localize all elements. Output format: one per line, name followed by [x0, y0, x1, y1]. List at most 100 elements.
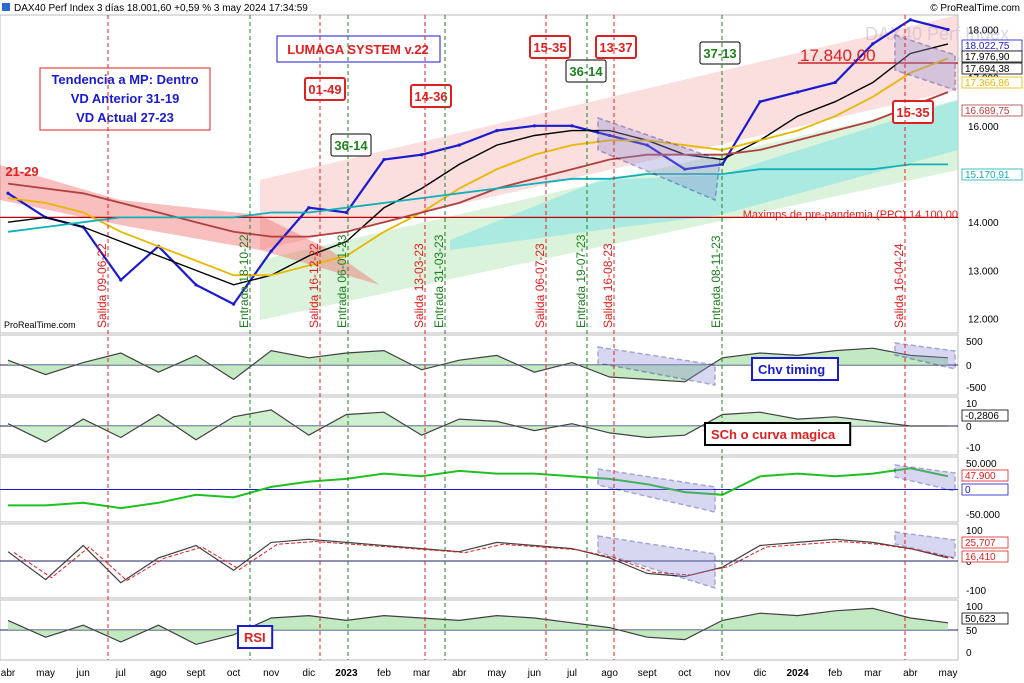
x-tick-label: abr — [452, 668, 467, 679]
panel-tag: 16,410 — [965, 552, 996, 563]
panel-tag: 50,623 — [965, 614, 996, 625]
cloud-area — [450, 100, 958, 250]
x-tick-label: 2024 — [786, 668, 809, 679]
axes: 18.00017.00016.00015.00014.00013.00012.0… — [1, 25, 1023, 679]
overlay-labels: LUMAGA SYSTEM v.22 Tendencia a MP: Dentr… — [39, 35, 958, 221]
panel-tick: -50.000 — [966, 510, 1000, 521]
trend-wedge — [597, 535, 716, 590]
x-tick-label: sept — [638, 668, 657, 679]
series-line-0 — [7, 18, 949, 306]
series-point-0 — [344, 210, 348, 215]
panel-tick: -100 — [966, 586, 986, 597]
price-tag-box — [961, 104, 1023, 117]
price-tag-box — [961, 62, 1023, 75]
series-point-0 — [683, 167, 687, 171]
series-point-0 — [645, 143, 649, 147]
series-point-0 — [908, 18, 913, 22]
price-tag: 17.976,90 — [965, 52, 1010, 63]
price-tag: 17.694,38 — [965, 64, 1010, 75]
series-point-0 — [6, 191, 10, 195]
trend-line-1: Tendencia a MP: Dentro — [51, 72, 198, 87]
vertical-signal-label: Entrada 06-01-23 — [335, 234, 349, 328]
vertical-signal-label: Salida 13-03-23 — [412, 243, 426, 328]
trend-wedge — [894, 464, 956, 492]
price-tag-box — [961, 76, 1023, 89]
panel-tick: 10 — [966, 399, 978, 410]
x-tick-label: jun — [76, 668, 90, 679]
x-tick-label: jul — [566, 668, 577, 679]
osc-signal-line — [13, 540, 955, 582]
x-tick-label: ago — [601, 668, 618, 679]
panel-tag-box — [961, 536, 1009, 549]
vertical-signal-label: Entrada 31-03-23 — [432, 234, 446, 328]
vertical-signal-label: Salida 16-04-24 — [892, 243, 906, 328]
signal-box — [529, 35, 571, 59]
series-point-0 — [758, 100, 762, 104]
panel-tick: 0 — [966, 557, 972, 568]
osc-line — [7, 347, 949, 383]
vertical-signal-labels: Salida 09-06-22 Entrada 18-10-22 Salida 16… — [95, 15, 906, 660]
series-point-0 — [194, 283, 198, 287]
price-level-label: 17.840,00 — [800, 46, 876, 65]
osc-area — [8, 608, 948, 645]
panel-label-box — [237, 625, 274, 649]
panel-tag: 47.900 — [965, 471, 996, 482]
panel-tick: 100 — [966, 526, 983, 537]
series-point-0 — [796, 90, 800, 94]
series-point-0 — [833, 80, 837, 85]
osc-line — [7, 538, 949, 584]
osc-area — [8, 348, 948, 382]
x-tick-label: jul — [115, 668, 126, 679]
price-tag: 18.022,75 — [965, 41, 1010, 52]
vertical-signal-label: Salida 16-12-22 — [307, 243, 321, 328]
vertical-signal-label: Entrada 08-11-23 — [709, 235, 723, 328]
series-point-0 — [608, 133, 612, 138]
panel-label-box — [704, 422, 852, 446]
series-line-4 — [7, 163, 948, 233]
trend-wedge — [597, 468, 716, 513]
chart-title: DAX40 Perf Index 3 días 18.001,60 +0,59 … — [14, 3, 308, 14]
series-point-0 — [420, 153, 424, 157]
x-tick-label: nov — [714, 668, 730, 679]
signal-label: 01-49 — [308, 82, 341, 97]
x-tick-label: 2023 — [335, 668, 358, 679]
panel-label: SCh o curva magica — [711, 427, 836, 442]
series-line-1 — [7, 43, 949, 286]
osc-line — [8, 467, 949, 510]
panel-tick: 50.000 — [966, 459, 997, 470]
price-tick: 13.000 — [968, 266, 999, 277]
panel-tag: 25,707 — [965, 538, 996, 549]
x-tick-label: feb — [828, 668, 842, 679]
series-point-0 — [457, 143, 461, 147]
trend-wedge — [894, 342, 956, 370]
series-point-0 — [382, 157, 386, 162]
upper-channel — [260, 15, 958, 250]
x-tick-label: oct — [678, 668, 692, 679]
signal-box — [699, 41, 741, 65]
osc-line — [7, 607, 949, 646]
x-tick-label: may — [939, 668, 958, 679]
x-tick-label: may — [487, 668, 506, 679]
series-point-0 — [532, 124, 537, 128]
x-tick-label: mar — [864, 668, 882, 679]
price-tick: 14.000 — [968, 218, 999, 229]
osc-line — [7, 409, 948, 443]
trend-box — [39, 67, 211, 131]
panel-label-box — [751, 357, 839, 381]
vertical-signal-label: Salida 06-07-23 — [533, 243, 547, 328]
series-point-0 — [871, 42, 875, 46]
x-tick-label: abr — [903, 668, 918, 679]
series-point-0 — [570, 124, 574, 128]
series-point-0 — [119, 278, 123, 282]
vertical-signal-label: Entrada 18-10-22 — [237, 234, 251, 328]
price-tag-box — [961, 168, 1023, 181]
x-tick-label: oct — [227, 668, 241, 679]
vertical-signal-label: Salida 09-06-22 — [95, 243, 109, 328]
panel-tick: -500 — [966, 383, 986, 394]
panel-tick: 50 — [966, 626, 978, 637]
trend-wedge — [894, 531, 956, 559]
panel-tag-box — [961, 483, 1009, 496]
price-tag: 17.366,86 — [965, 78, 1010, 89]
